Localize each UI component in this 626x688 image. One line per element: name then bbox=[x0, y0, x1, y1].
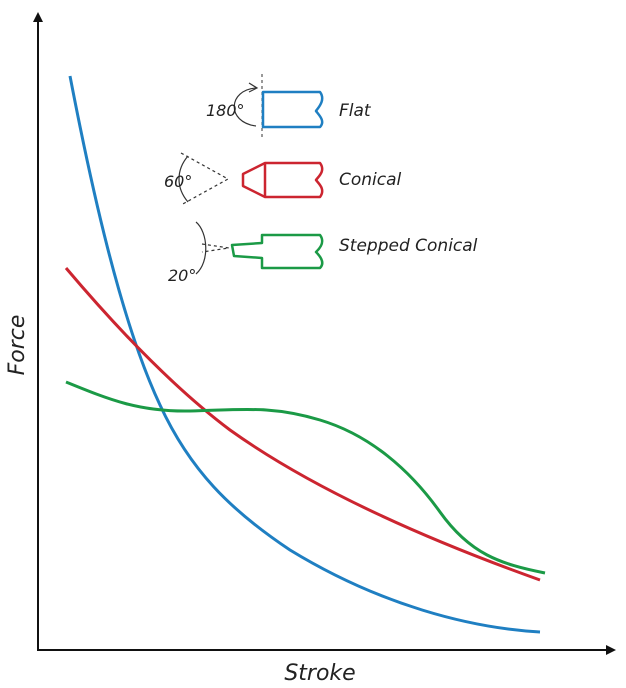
angle-arc-60 bbox=[178, 155, 189, 203]
stepped-conical-label: Stepped Conical bbox=[339, 236, 478, 256]
stepped-conical-curve bbox=[65, 380, 546, 575]
arc-arrow-icon bbox=[248, 82, 259, 93]
flat-punch-icon bbox=[261, 90, 324, 129]
conical-angle-label: 60° bbox=[164, 172, 192, 191]
stepped-conical-punch-icon bbox=[230, 233, 324, 270]
flat-curve bbox=[68, 75, 541, 634]
flat-angle-label: 180° bbox=[206, 101, 245, 120]
stepped-angle-label: 20° bbox=[168, 266, 196, 285]
conical-curve bbox=[64, 267, 541, 582]
conical-punch-icon bbox=[241, 161, 324, 199]
legend-flat: 180° Flat bbox=[206, 74, 372, 138]
angle-arc-20 bbox=[195, 221, 207, 275]
flat-label: Flat bbox=[339, 101, 372, 121]
legend-conical: 60° Conical bbox=[164, 152, 402, 206]
angle-arc-180 bbox=[233, 87, 257, 127]
x-axis-title: Stroke bbox=[284, 661, 355, 683]
y-axis-title: Force bbox=[5, 315, 30, 376]
conical-label: Conical bbox=[339, 170, 402, 190]
legend-stepped: 20° Stepped Conical bbox=[168, 221, 478, 285]
